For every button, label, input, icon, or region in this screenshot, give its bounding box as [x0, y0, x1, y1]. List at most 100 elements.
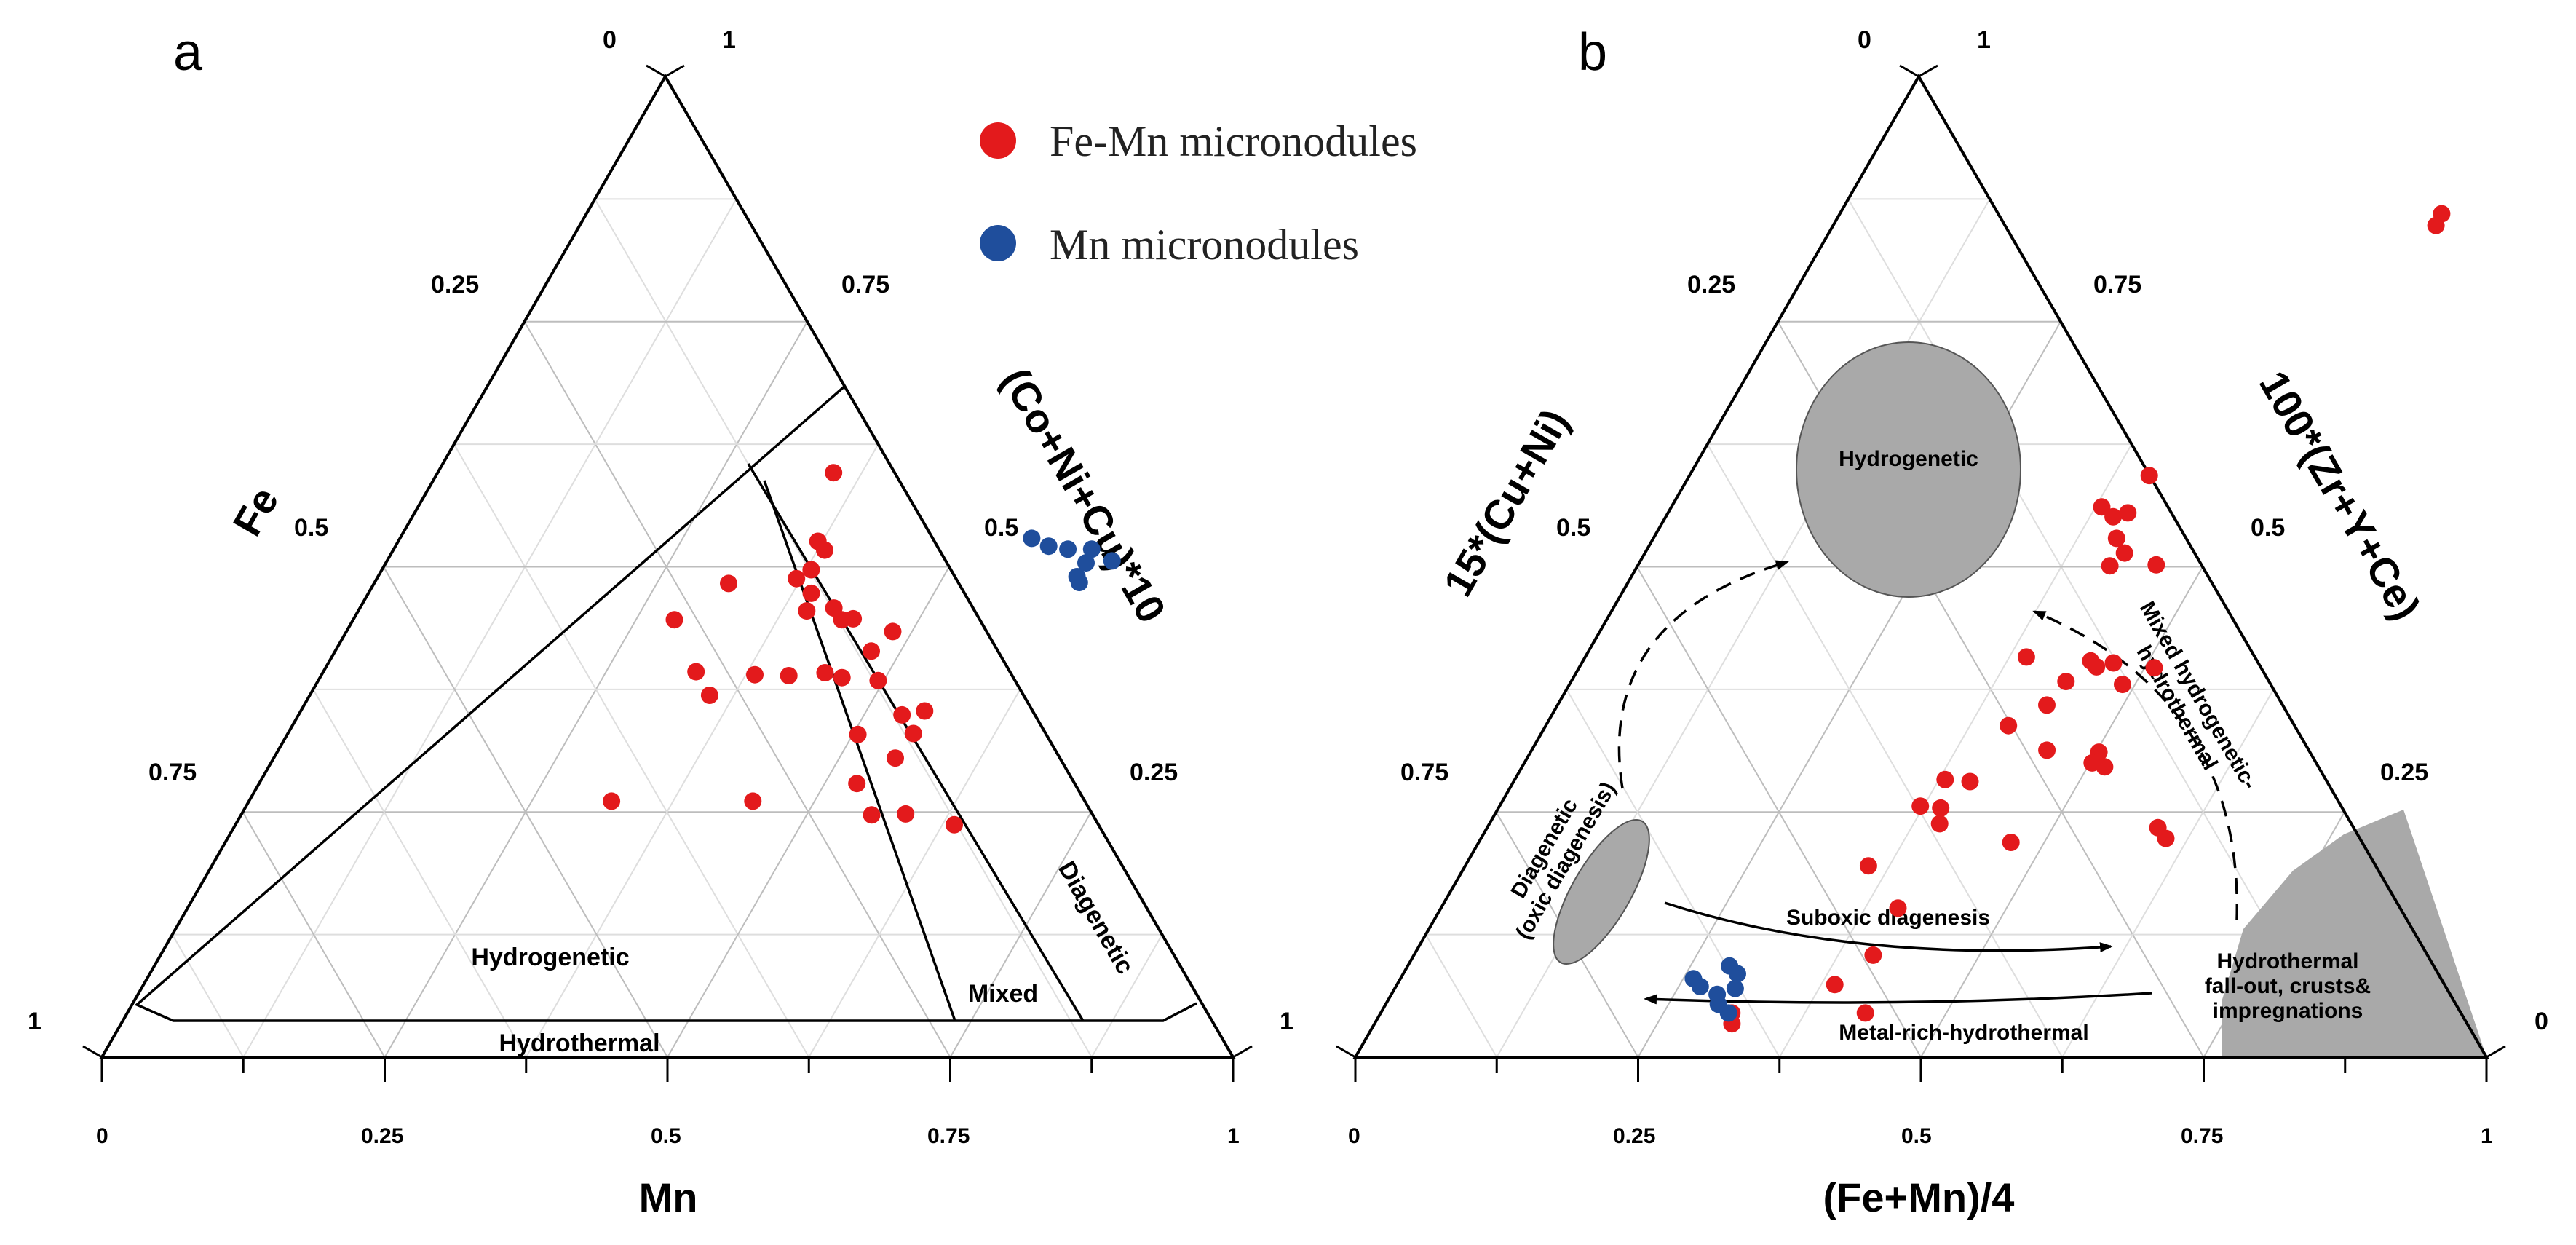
- grid-line: [1566, 689, 1780, 1058]
- bottom-tick-075-a: 0.75: [927, 1124, 970, 1148]
- point-fe-mn: [744, 792, 762, 810]
- left-tick-05-a: 0.5: [294, 514, 328, 542]
- point-fe-mn: [720, 574, 737, 593]
- point-fe-mn: [946, 815, 963, 834]
- region-label-hydrothermal-a: Hydrothermal: [499, 1029, 659, 1057]
- legend-label-fe-mn: Fe-Mn micronodules: [1050, 117, 1417, 165]
- grid-line: [1706, 443, 2064, 1058]
- point-fe-mn: [2017, 648, 2035, 666]
- apex-tick-1-b: 1: [1977, 26, 1991, 54]
- legend: Fe-Mn micronodules Mn micronodules: [980, 117, 1417, 269]
- region-label-mixed-a: Mixed: [968, 980, 1038, 1008]
- bottom-tick-1-a: 1: [1227, 1124, 1240, 1148]
- corner-tick-mark: [82, 1045, 103, 1059]
- grid-line: [1778, 443, 2133, 1058]
- left-tick-05-b: 0.5: [1556, 514, 1590, 542]
- point-fe-mn: [1936, 770, 1954, 788]
- arrow-suboxic-b: [1664, 901, 2113, 953]
- point-fe-mn: [1889, 899, 1907, 917]
- point-fe-mn: [2104, 654, 2123, 672]
- point-fe-mn: [2147, 556, 2165, 574]
- grid-line: [312, 689, 527, 1058]
- grid-line: [242, 811, 386, 1058]
- point-fe-mn: [2083, 754, 2101, 772]
- point-mn: [1039, 537, 1058, 556]
- point-fe-mn: [788, 569, 806, 588]
- point-mn: [1103, 552, 1121, 570]
- annotation-suboxic-b: Suboxic diagenesis: [1786, 906, 1990, 930]
- point-fe-mn: [1961, 772, 1979, 791]
- point-fe-mn: [2002, 834, 2020, 851]
- ticks-a: [82, 64, 1253, 1082]
- point-fe-mn: [1826, 976, 1844, 994]
- arrow-dashed-right-b: [2032, 610, 2238, 921]
- right-tick-075-a: 0.75: [841, 271, 889, 299]
- point-fe-mn: [1932, 799, 1950, 817]
- region-label-hydrogenetic-a: Hydrogenetic: [471, 944, 629, 971]
- point-mn: [1691, 978, 1709, 995]
- bottom-tick-1-b: 1: [2481, 1124, 2493, 1148]
- right-tick-075-b: 0.75: [2093, 271, 2141, 299]
- point-mn: [1729, 965, 1746, 983]
- grid-line: [1090, 934, 1163, 1058]
- point-fe-mn: [2427, 216, 2445, 234]
- point-fe-mn: [1856, 1004, 1874, 1022]
- bottom-tick-05-a: 0.5: [651, 1124, 681, 1148]
- grid-line: [1920, 566, 2203, 1058]
- point-fe-mn: [825, 464, 843, 482]
- point-fe-mn: [1859, 857, 1877, 875]
- legend-label-mn: Mn micronodules: [1050, 221, 1359, 269]
- points-b: [1684, 205, 2451, 1033]
- legend-marker-fe-mn: [980, 122, 1016, 159]
- legend-marker-mn: [980, 225, 1016, 261]
- point-fe-mn: [1911, 797, 1930, 815]
- grid-line: [667, 566, 950, 1058]
- apex-tick-1-a: 1: [722, 26, 736, 54]
- point-fe-mn: [869, 671, 887, 689]
- grid-line: [808, 689, 1021, 1058]
- grid-line: [1636, 566, 1922, 1058]
- point-fe-mn: [863, 806, 881, 824]
- region-hydrothermal-b: [2222, 810, 2486, 1057]
- point-fe-mn: [700, 687, 718, 704]
- point-fe-mn: [746, 665, 764, 684]
- right-tick-025-a: 0.25: [1130, 759, 1178, 786]
- right-axis-title-b: 100*(Zr+Y+Ce): [2251, 363, 2430, 628]
- region-hydrogenetic-b: [1796, 341, 2021, 598]
- point-fe-mn: [2093, 498, 2111, 516]
- point-fe-mn: [2101, 557, 2119, 575]
- bottom-tick-075-b: 0.75: [2181, 1124, 2223, 1148]
- panel-b: b 0 1 0.25 0.5 0.75 0.75 0.5 0.25 0 0 0.…: [1336, 23, 2548, 1220]
- point-fe-mn: [2057, 673, 2075, 691]
- point-fe-mn: [897, 805, 915, 823]
- point-fe-mn: [2145, 659, 2163, 677]
- point-fe-mn: [780, 667, 798, 684]
- grid-line: [171, 934, 245, 1058]
- point-fe-mn: [863, 642, 880, 660]
- point-mn: [1708, 985, 1727, 1003]
- apex-tick-0-b: 0: [1858, 26, 1871, 54]
- grid-line: [453, 443, 810, 1058]
- point-mn: [1059, 540, 1077, 558]
- bottom-tick-05-b: 0.5: [1901, 1124, 1932, 1148]
- point-fe-mn: [1864, 946, 1882, 964]
- left-tick-025-a: 0.25: [431, 271, 479, 299]
- point-fe-mn: [798, 602, 816, 620]
- bottom-axis-title-b: (Fe+Mn)/4: [1823, 1174, 2015, 1220]
- region-diagenetic-b: [1553, 818, 1650, 965]
- point-fe-mn: [2157, 829, 2175, 847]
- point-mn: [1726, 979, 1744, 997]
- left-axis-title-a: Fe: [223, 479, 287, 543]
- grid-line: [949, 811, 1092, 1058]
- point-fe-mn: [893, 706, 911, 724]
- bottom-tick-025-b: 0.25: [1613, 1124, 1655, 1148]
- apex-tick-0-a: 0: [603, 26, 617, 54]
- corner-tick-mark: [1232, 1045, 1253, 1059]
- corner-tick-mark: [1336, 1045, 1356, 1059]
- bottom-tick-025-a: 0.25: [361, 1124, 403, 1148]
- apex-tick-mark: [646, 64, 685, 78]
- point-fe-mn: [665, 611, 683, 629]
- region-label-hydrogenetic-b: Hydrogenetic: [1839, 447, 1978, 471]
- point-fe-mn: [2038, 741, 2056, 759]
